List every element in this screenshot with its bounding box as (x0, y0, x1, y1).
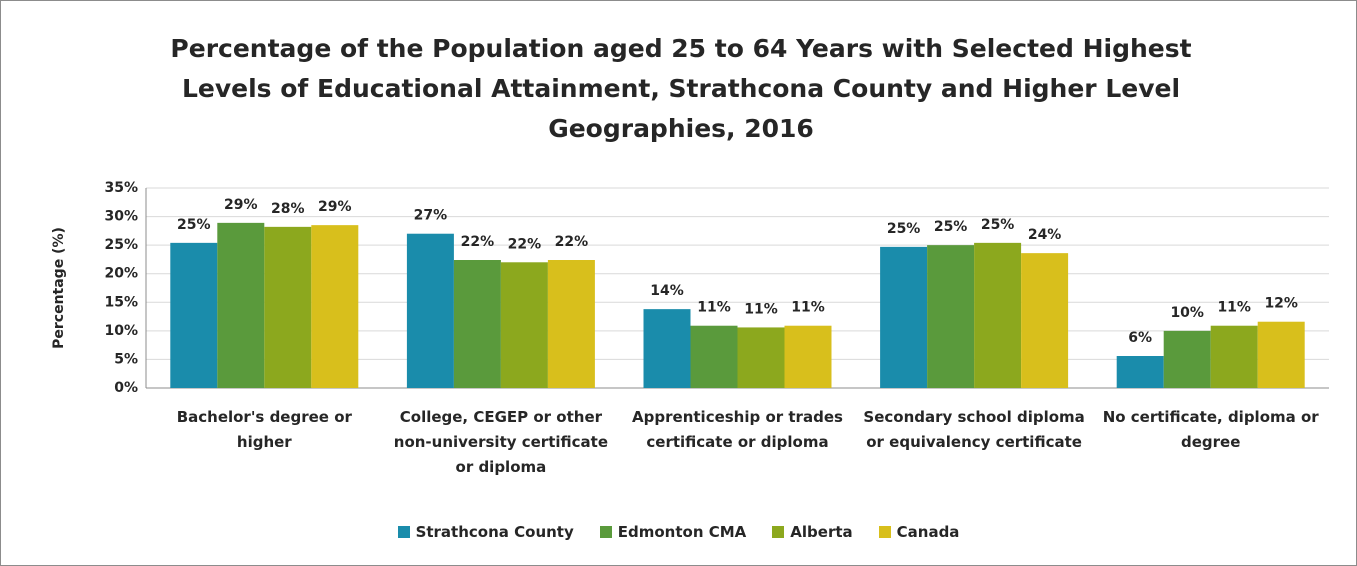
bar (974, 242, 1022, 388)
bar (927, 245, 975, 388)
legend-item: Strathcona County (397, 523, 574, 541)
legend-item: Edmonton CMA (599, 523, 747, 541)
data-label: 27% (414, 208, 448, 224)
legend-swatch (599, 526, 612, 538)
data-label: 24% (1028, 227, 1062, 243)
data-label: 22% (461, 234, 495, 250)
bar (1257, 321, 1305, 388)
x-tick-label: Bachelor's degree or higher (176, 408, 352, 451)
legend-swatch (772, 526, 785, 538)
legend-label: Edmonton CMA (617, 523, 747, 541)
data-label: 22% (508, 236, 542, 252)
data-label: 29% (318, 199, 352, 215)
data-label: 11% (791, 300, 825, 316)
data-label: 25% (981, 217, 1015, 233)
bar (500, 262, 548, 388)
data-label: 25% (887, 221, 921, 237)
bar (690, 325, 738, 388)
bar (643, 309, 691, 388)
data-label: 25% (177, 217, 211, 233)
data-label: 11% (744, 301, 778, 317)
data-label: 28% (271, 201, 305, 217)
bar (784, 325, 832, 388)
data-label: 22% (555, 234, 589, 250)
chart-title: Percentage of the Population aged 25 to … (170, 34, 1192, 143)
bar (453, 260, 501, 388)
x-tick-label: No certificate, diploma or degree (1102, 408, 1319, 451)
x-tick-label: Secondary school diploma or equivalency … (863, 408, 1085, 451)
y-tick-label: 0% (114, 380, 138, 396)
bar (880, 246, 928, 388)
bar (217, 222, 265, 388)
y-tick-label: 15% (104, 294, 138, 310)
y-tick-label: 10% (104, 323, 138, 339)
data-label: 29% (224, 197, 258, 213)
y-tick-label: 5% (114, 351, 138, 367)
x-tick-label: College, CEGEP or other non-university c… (393, 408, 608, 476)
legend: Strathcona County Edmonton CMA Alberta Cana… (1, 523, 1356, 541)
legend-item: Canada (878, 523, 960, 541)
y-tick-label: 35% (104, 180, 138, 196)
legend-item: Alberta (772, 523, 853, 541)
bar (1210, 325, 1258, 388)
bar (1163, 330, 1211, 388)
legend-label: Canada (896, 523, 960, 541)
y-tick-label: 30% (104, 209, 138, 225)
bar (264, 226, 312, 388)
bar (311, 225, 359, 388)
data-label: 12% (1264, 296, 1298, 312)
legend-swatch (878, 526, 891, 538)
y-axis-label: Percentage (%) (51, 227, 67, 349)
data-label: 11% (1217, 300, 1251, 316)
data-label: 25% (934, 219, 968, 235)
data-label: 6% (1128, 330, 1152, 346)
bar (1021, 253, 1069, 388)
data-label: 11% (697, 300, 731, 316)
legend-label: Strathcona County (415, 523, 574, 541)
y-tick-label: 20% (104, 266, 138, 282)
data-label: 14% (650, 283, 684, 299)
bar (547, 260, 595, 388)
data-label: 10% (1170, 305, 1204, 321)
bar (170, 242, 218, 388)
bar (406, 233, 454, 388)
x-tick-label: Apprenticeship or trades certificate or … (632, 408, 843, 451)
y-tick-label: 25% (104, 237, 138, 253)
bar (1116, 356, 1164, 388)
legend-label: Alberta (790, 523, 853, 541)
legend-swatch (397, 526, 410, 538)
bar (737, 327, 785, 388)
